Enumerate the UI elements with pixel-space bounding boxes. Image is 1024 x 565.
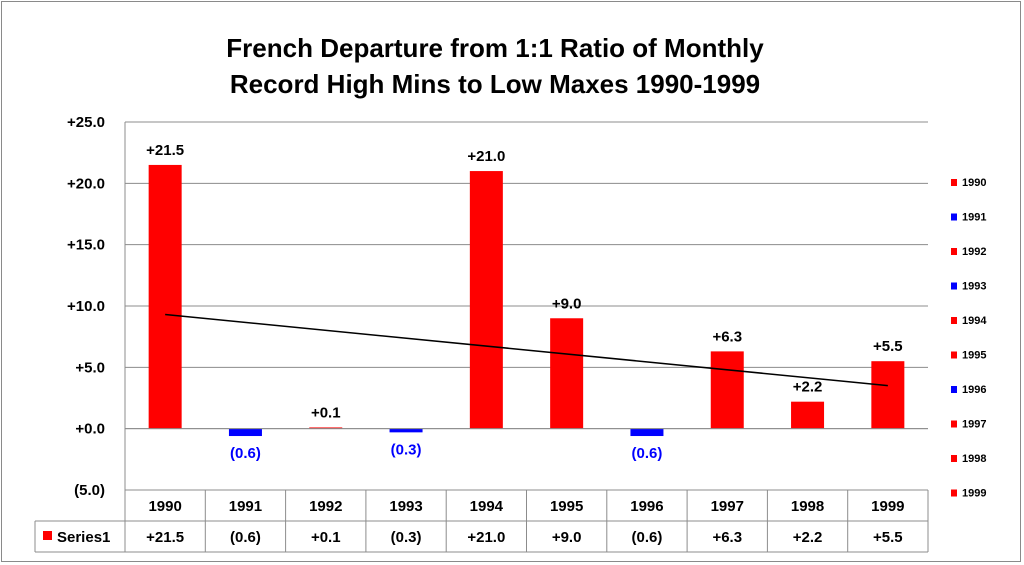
- data-label: (0.6): [230, 445, 261, 462]
- legend-label: 1993: [962, 281, 986, 293]
- table-value: +21.5: [146, 529, 184, 546]
- legend-label: 1991: [962, 212, 986, 224]
- x-tick-label: 1990: [148, 498, 181, 515]
- legend-label: 1992: [962, 246, 986, 258]
- bar: [710, 351, 744, 429]
- legend-label: 1995: [962, 350, 986, 362]
- bar: [871, 361, 905, 429]
- bar: [469, 171, 503, 429]
- legend-swatch: [951, 489, 957, 497]
- legend-swatch: [951, 179, 957, 186]
- table-value: +0.1: [311, 529, 341, 546]
- legend-swatch: [951, 213, 957, 221]
- legend-swatch: [951, 386, 957, 393]
- y-tick-label: +0.0: [75, 421, 105, 438]
- y-tick-label: +25.0: [67, 114, 105, 131]
- chart-title: French Departure from 1:1 Ratio of Month…: [0, 30, 990, 102]
- bar: [228, 428, 262, 437]
- legend-swatch: [951, 455, 957, 462]
- data-label: (0.3): [391, 441, 422, 458]
- trendline: [165, 313, 888, 387]
- legend-swatch: [951, 420, 957, 428]
- bar: [630, 428, 664, 437]
- x-tick-label: 1998: [791, 498, 824, 515]
- x-tick-label: 1996: [630, 498, 663, 515]
- x-tick-label: 1995: [550, 498, 583, 515]
- x-tick-label: 1999: [871, 498, 904, 515]
- data-label: +21.0: [467, 148, 505, 165]
- data-label: +5.5: [873, 338, 903, 355]
- chart-title-line-2: Record High Mins to Low Maxes 1990-1999: [229, 69, 761, 99]
- y-tick-label: +10.0: [67, 298, 105, 315]
- table-legend-key: [43, 531, 52, 540]
- data-label: +21.5: [146, 142, 184, 159]
- x-tick-label: 1994: [470, 498, 504, 515]
- table-value: +2.2: [793, 529, 823, 546]
- legend-label: 1999: [962, 488, 986, 500]
- legend-swatch: [951, 317, 957, 324]
- table-value: (0.6): [632, 529, 663, 546]
- data-label: +9.0: [552, 295, 582, 312]
- y-tick-label: +15.0: [67, 237, 105, 254]
- table-value: (0.3): [391, 529, 422, 546]
- legend-label: 1996: [962, 384, 986, 396]
- bar: [791, 401, 825, 429]
- bar: [309, 427, 343, 429]
- table-value: +5.5: [873, 529, 903, 546]
- legend-swatch: [951, 248, 957, 255]
- legend-label: 1997: [962, 419, 986, 431]
- legend-label: 1990: [962, 177, 986, 189]
- table-value: (0.6): [230, 529, 261, 546]
- x-tick-label: 1997: [711, 498, 744, 515]
- legend-swatch: [951, 351, 957, 359]
- bar: [148, 164, 182, 429]
- data-label: +6.3: [712, 328, 742, 345]
- x-tick-label: 1993: [389, 498, 422, 515]
- data-label: +0.1: [311, 404, 341, 421]
- legend-label: 1994: [962, 315, 987, 327]
- bar: [550, 318, 584, 429]
- legend-label: 1998: [962, 453, 986, 465]
- table-value: +6.3: [712, 529, 742, 546]
- x-tick-label: 1992: [309, 498, 342, 515]
- y-tick-label: (5.0): [74, 482, 105, 499]
- table-value: +9.0: [552, 529, 582, 546]
- x-tick-label: 1991: [229, 498, 262, 515]
- y-tick-label: +20.0: [67, 175, 105, 192]
- data-label: (0.6): [632, 445, 663, 462]
- y-tick-label: +5.0: [75, 359, 105, 376]
- legend-swatch: [951, 282, 957, 290]
- table-series-name: Series1: [57, 529, 110, 546]
- chart-title-line-1: French Departure from 1:1 Ratio of Month…: [226, 33, 764, 63]
- data-label: +2.2: [793, 379, 823, 396]
- bar: [389, 428, 423, 433]
- table-value: +21.0: [467, 529, 505, 546]
